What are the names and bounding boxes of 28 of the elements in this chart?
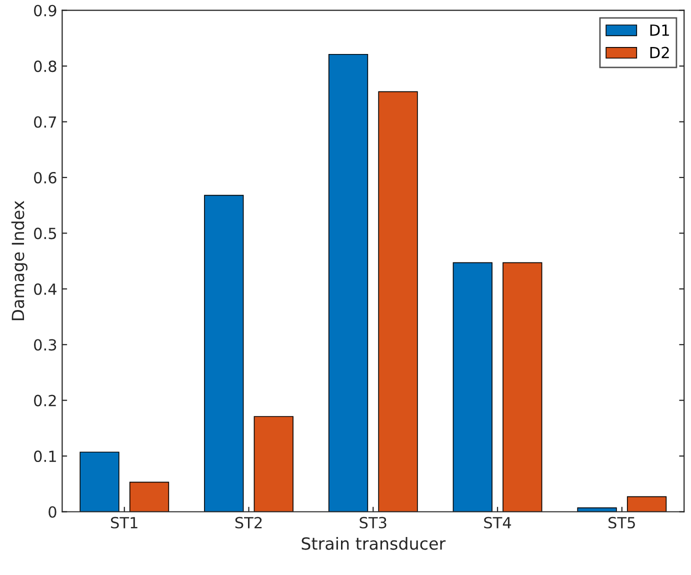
y-tick-label: 0.5: [34, 228, 56, 240]
bar: [502, 262, 542, 512]
y-tick-label: 0.4: [34, 283, 56, 295]
x-tick-label: ST4: [484, 516, 512, 528]
bar: [626, 496, 667, 512]
x-tick-label: ST1: [111, 516, 138, 528]
bar: [254, 416, 294, 512]
bar: [378, 91, 418, 512]
bar: [80, 452, 120, 512]
y-tick-label: 0.7: [34, 116, 56, 128]
x-axis-title: Strain transducer: [302, 536, 446, 550]
y-tick-label: 0.1: [34, 450, 56, 462]
y-tick-label: 0.6: [34, 172, 56, 184]
y-tick-label: 0.9: [34, 4, 56, 16]
x-tick-label: ST2: [235, 516, 262, 528]
bar: [452, 262, 492, 512]
y-tick-label: 0.2: [34, 394, 56, 406]
bar: [204, 194, 244, 512]
bar: [328, 54, 368, 512]
y-tick-label: 0: [48, 506, 56, 518]
bar: [129, 482, 170, 512]
legend-label: D1: [650, 24, 669, 36]
x-tick-label: ST3: [360, 516, 386, 528]
y-tick-label: 0.8: [34, 60, 56, 72]
y-axis-title: Damage Index: [11, 200, 28, 320]
legend-label: D2: [650, 46, 669, 58]
y-tick-label: 0.3: [34, 339, 56, 351]
x-tick-label: ST5: [608, 516, 635, 528]
